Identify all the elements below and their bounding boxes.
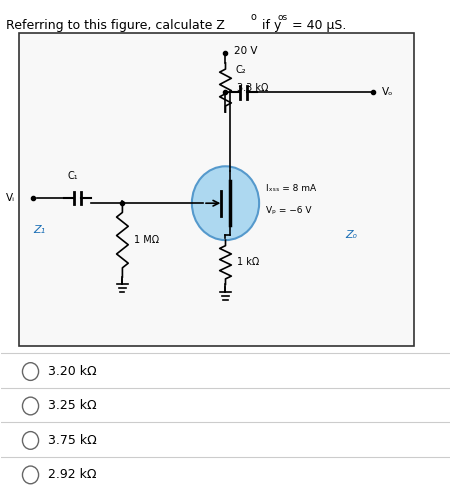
Text: Vₚ = −6 V: Vₚ = −6 V (266, 206, 311, 215)
Text: = 40 μS.: = 40 μS. (288, 19, 347, 32)
Circle shape (192, 166, 259, 240)
Text: Vᵢ: Vᵢ (6, 193, 15, 203)
Text: Referring to this figure, calculate Z: Referring to this figure, calculate Z (6, 19, 225, 32)
Circle shape (23, 466, 39, 484)
Text: Z₁: Z₁ (33, 225, 45, 235)
Text: os: os (277, 13, 288, 22)
Circle shape (23, 363, 39, 380)
Text: 3.20 kΩ: 3.20 kΩ (48, 365, 97, 378)
Text: C₁: C₁ (68, 171, 78, 181)
Text: Iₓₛₛ = 8 mA: Iₓₛₛ = 8 mA (266, 184, 316, 193)
Text: 1 kΩ: 1 kΩ (237, 257, 259, 267)
Text: Zₒ: Zₒ (345, 230, 357, 240)
Text: Vₒ: Vₒ (382, 88, 394, 98)
Text: 20 V: 20 V (235, 46, 258, 55)
Text: 3.3 kΩ: 3.3 kΩ (237, 83, 268, 93)
Circle shape (23, 397, 39, 415)
Circle shape (23, 432, 39, 449)
Text: C₂: C₂ (236, 65, 247, 75)
FancyBboxPatch shape (19, 33, 414, 346)
Text: if y: if y (258, 19, 281, 32)
Text: 3.25 kΩ: 3.25 kΩ (48, 399, 97, 412)
Text: o: o (250, 12, 256, 22)
Text: 1 MΩ: 1 MΩ (133, 235, 159, 245)
Text: 2.92 kΩ: 2.92 kΩ (48, 468, 97, 482)
Text: 3.75 kΩ: 3.75 kΩ (48, 434, 97, 447)
